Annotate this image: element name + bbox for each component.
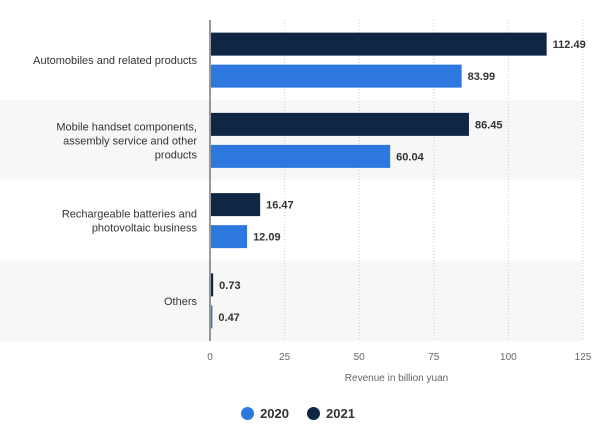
bar-2021[interactable] [211,32,547,56]
x-tick-label: 125 [575,352,592,363]
grid-lines [209,20,584,341]
x-axis-ticks: 0 25 50 75 100 125 [207,352,592,363]
bar-2020[interactable] [211,305,213,329]
data-label-2021: 16.47 [266,200,294,212]
category-label: Rechargeable batteries and photovoltaic b… [62,209,198,235]
x-axis-title: Revenue in billion yuan [345,373,448,384]
bar-2020[interactable] [211,64,462,88]
bar-2021[interactable] [211,273,214,297]
bars: 112.49 83.99 86.45 60.04 16.47 12.09 0.73 0.47 [211,32,586,329]
x-tick-label: 0 [207,352,213,363]
category-label: Mobile handset components, assembly servi… [56,121,197,161]
bar-2021[interactable] [211,112,469,136]
x-tick-label: 100 [500,352,517,363]
data-label-2020: 60.04 [396,151,424,163]
data-label-2021: 86.45 [475,119,503,131]
legend-item-2020[interactable]: 2020 [241,406,289,421]
bar-chart: 112.4983.9986.4560.0416.4712.090.730.47 … [0,20,592,384]
data-label-2020: 0.47 [218,312,239,324]
legend: 2020 2021 [0,406,596,421]
bar-2020[interactable] [211,225,248,249]
legend-label-2020: 2020 [260,406,289,421]
legend-item-2021[interactable]: 2021 [307,406,355,421]
legend-marker-2021 [307,407,320,420]
category-band [0,260,583,341]
legend-label-2021: 2021 [326,406,355,421]
bar-2020[interactable] [211,144,391,168]
bar-2021[interactable] [211,193,261,217]
data-label-2020: 12.09 [253,232,281,244]
category-labels: Automobiles and related products Mobile h… [33,55,197,308]
data-label-2020: 83.99 [468,71,496,83]
category-label: Others [164,296,198,308]
legend-marker-2020 [241,407,255,420]
category-label: Automobiles and related products [33,55,197,67]
data-label-2021: 112.49 [553,39,586,51]
x-tick-label: 50 [354,352,366,363]
x-tick-label: 25 [279,352,291,363]
x-tick-label: 75 [428,352,440,363]
data-label-2021: 0.73 [219,280,240,292]
